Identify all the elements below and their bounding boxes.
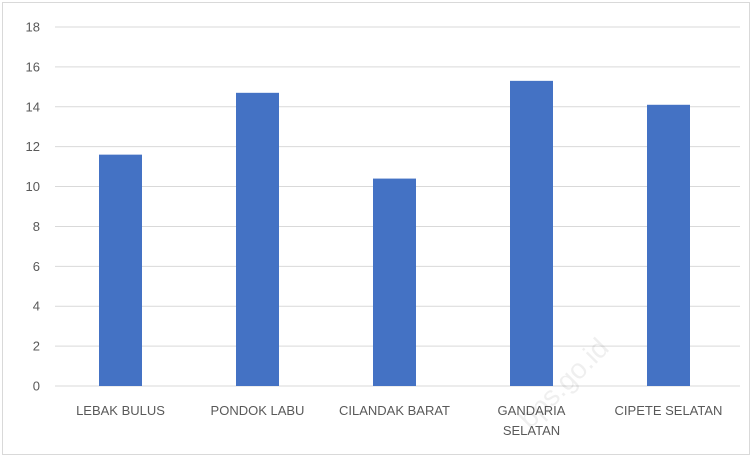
y-axis-ticks: 0 2 4 6 8 10 12 14 16 18 <box>26 20 40 394</box>
bar <box>99 154 142 386</box>
y-tick-label: 14 <box>26 99 40 114</box>
bar <box>236 92 279 387</box>
x-tick-label: PONDOK LABU <box>211 403 305 418</box>
y-tick-label: 4 <box>33 299 40 314</box>
bar <box>373 178 416 386</box>
y-tick-label: 16 <box>26 59 40 74</box>
gridlines <box>55 26 740 387</box>
y-tick-label: 8 <box>33 219 40 234</box>
x-tick-label: LEBAK BULUS <box>76 403 165 418</box>
y-tick-label: 2 <box>33 339 40 354</box>
x-tick-label: GANDARIA <box>498 403 566 418</box>
y-tick-label: 0 <box>33 379 40 394</box>
y-tick-label: 6 <box>33 259 40 274</box>
y-tick-label: 12 <box>26 139 40 154</box>
y-tick-label: 10 <box>26 179 40 194</box>
bar <box>510 80 553 386</box>
x-tick-label: CIPETE SELATAN <box>615 403 723 418</box>
bar <box>647 104 690 387</box>
x-tick-label: CILANDAK BARAT <box>339 403 450 418</box>
y-tick-label: 18 <box>26 20 40 35</box>
x-axis-labels: LEBAK BULUS PONDOK LABU CILANDAK BARAT GAND… <box>76 403 722 438</box>
bars <box>99 80 690 387</box>
x-tick-label: SELATAN <box>503 423 560 438</box>
